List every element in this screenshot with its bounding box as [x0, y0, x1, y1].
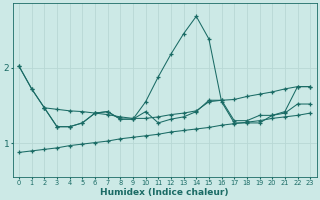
X-axis label: Humidex (Indice chaleur): Humidex (Indice chaleur): [100, 188, 229, 197]
